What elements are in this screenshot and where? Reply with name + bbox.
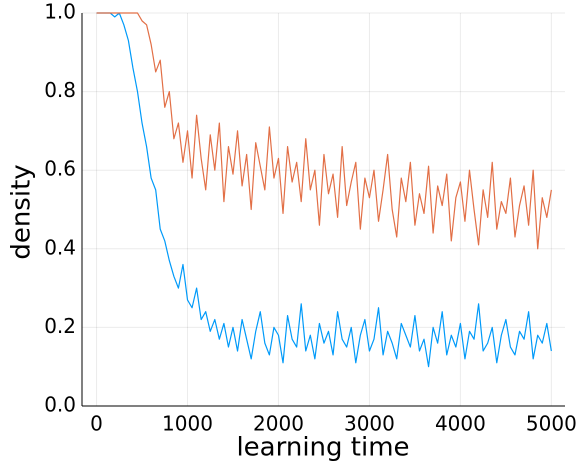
x-tick-label: 2000 [253,412,304,436]
x-tick-label: 5000 [526,412,577,436]
x-tick-label: 3000 [344,412,395,436]
y-tick-label: 0.2 [44,314,76,338]
series-line [96,12,552,250]
x-axis-label: learning time [236,433,409,463]
y-tick-label: 0.8 [44,78,76,102]
x-tick-label: 1000 [162,412,213,436]
x-tick-label: 0 [90,412,103,436]
y-tick-label: 0.4 [44,235,76,259]
x-tick-label: 4000 [435,412,486,436]
y-tick-label: 0.6 [44,157,76,181]
y-tick-label: 1.0 [44,0,76,24]
series-line [96,12,552,368]
y-tick-label: 0.0 [44,393,76,417]
y-axis-label: density [7,164,37,259]
